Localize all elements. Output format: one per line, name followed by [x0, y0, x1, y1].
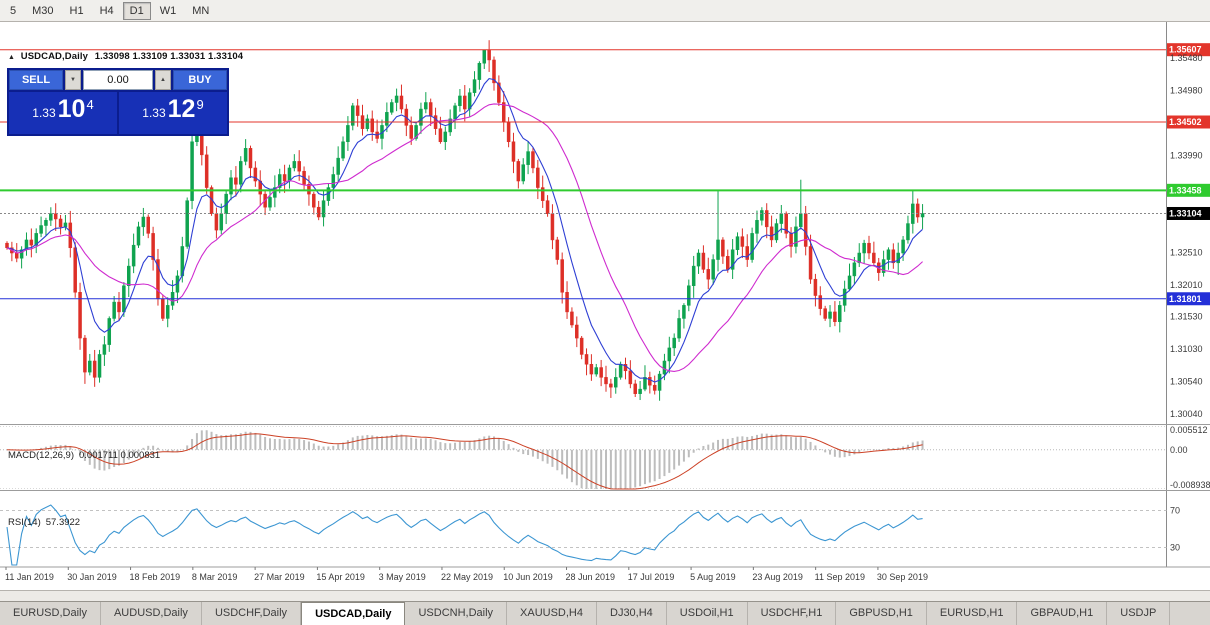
timeframe-button-5[interactable]: 5 — [10, 4, 17, 17]
timeframe-toolbar: 5 M30 H1 H4 D1 W1 MN — [0, 0, 1210, 22]
chart-tab-eurusd-daily[interactable]: EURUSD,Daily — [0, 602, 101, 625]
chart-tabs-bar: EURUSD,Daily AUDUSD,Daily USDCHF,Daily USDC… — [0, 601, 1210, 625]
horizontal-scrollbar[interactable] — [0, 590, 1210, 601]
macd-name: MACD(12,26,9) — [8, 450, 74, 461]
svg-text:1.33104: 1.33104 — [1169, 208, 1202, 218]
timeframe-button-H1[interactable]: H1 — [69, 4, 84, 17]
chart-canvas[interactable]: 1.356071.345021.334581.318011.331041.354… — [0, 22, 1210, 590]
svg-text:1.30040: 1.30040 — [1170, 409, 1203, 419]
rsi-panel: 70 30 — [0, 504, 1180, 566]
svg-text:-0.008938: -0.008938 — [1170, 480, 1210, 490]
macd-values: 0.001711 0.000831 — [79, 450, 161, 461]
svg-text:22 May 2019: 22 May 2019 — [441, 572, 493, 582]
lot-decrement-button[interactable]: ▼ — [65, 70, 81, 90]
buy-price-sup: 9 — [196, 97, 204, 112]
date-axis: 11 Jan 2019 30 Jan 2019 18 Feb 2019 8 Mar 2… — [5, 567, 928, 582]
timeframe-button-M30[interactable]: M30 — [32, 4, 54, 17]
svg-text:1.30540: 1.30540 — [1170, 376, 1203, 386]
svg-text:27 Mar 2019: 27 Mar 2019 — [254, 572, 305, 582]
chart-tab-usdcnh-daily[interactable]: USDCNH,Daily — [405, 602, 508, 625]
svg-text:18 Feb 2019: 18 Feb 2019 — [130, 572, 181, 582]
svg-text:0.005512: 0.005512 — [1170, 425, 1208, 435]
svg-text:1.35607: 1.35607 — [1169, 45, 1202, 55]
chart-tab-usdcad-daily[interactable]: USDCAD,Daily — [301, 602, 406, 625]
chart-tab-audusd-daily[interactable]: AUDUSD,Daily — [100, 602, 202, 625]
svg-text:17 Jul 2019: 17 Jul 2019 — [628, 572, 675, 582]
buy-price-big: 12 — [167, 95, 196, 123]
svg-text:30: 30 — [1170, 543, 1180, 553]
lot-size-input[interactable] — [83, 70, 153, 90]
svg-text:11 Jan 2019: 11 Jan 2019 — [5, 572, 54, 582]
rsi-indicator-label: RSI(14) 57.3922 — [8, 517, 85, 528]
svg-text:30 Sep 2019: 30 Sep 2019 — [877, 572, 928, 582]
svg-text:1.32510: 1.32510 — [1170, 247, 1203, 257]
svg-text:15 Apr 2019: 15 Apr 2019 — [316, 572, 365, 582]
svg-text:23 Aug 2019: 23 Aug 2019 — [752, 572, 803, 582]
chart-tab-gbpaud-h1[interactable]: GBPAUD,H1 — [1017, 602, 1108, 625]
buy-price-small: 1.33 — [142, 106, 166, 120]
price-axis: 1.35480 1.34980 1.33990 1.32510 1.32010 1.315… — [1166, 22, 1203, 567]
svg-text:0.00: 0.00 — [1170, 445, 1188, 455]
svg-text:1.31030: 1.31030 — [1170, 344, 1203, 354]
chart-title: ▲ USDCAD,Daily 1.33098 1.33109 1.33031 1… — [8, 51, 247, 62]
chart-tab-dj30-h4[interactable]: DJ30,H4 — [597, 602, 667, 625]
chart-area[interactable]: 1.35607 1.34502 1.33458 1.31801 1.33104 1.354… — [0, 22, 1210, 590]
svg-text:8 Mar 2019: 8 Mar 2019 — [192, 572, 238, 582]
sell-price-sup: 4 — [86, 97, 94, 112]
chart-tab-usdchf-daily[interactable]: USDCHF,Daily — [201, 602, 302, 625]
macd-panel: 0.005512 0.00 -0.008938 — [0, 425, 1210, 490]
svg-text:1.35480: 1.35480 — [1170, 53, 1203, 63]
lot-increment-button[interactable]: ▲ — [155, 70, 171, 90]
svg-text:11 Sep 2019: 11 Sep 2019 — [815, 572, 865, 582]
sell-price-small: 1.33 — [32, 106, 56, 120]
svg-text:1.33458: 1.33458 — [1169, 185, 1202, 195]
sell-price-big: 10 — [57, 95, 86, 123]
buy-price[interactable]: 1.33 12 9 — [119, 92, 227, 134]
svg-text:10 Jun 2019: 10 Jun 2019 — [503, 572, 553, 582]
candles — [5, 40, 925, 401]
sell-button[interactable]: SELL — [9, 70, 63, 90]
sell-price[interactable]: 1.33 10 4 — [9, 92, 117, 134]
svg-text:1.31801: 1.31801 — [1169, 294, 1202, 304]
chart-tab-usdjp[interactable]: USDJP — [1107, 602, 1171, 625]
timeframe-button-H4[interactable]: H4 — [99, 4, 114, 17]
chart-tab-eurusd-h1[interactable]: EURUSD,H1 — [926, 602, 1018, 625]
macd-indicator-label: MACD(12,26,9) 0.001711 0.000831 — [8, 450, 165, 461]
chart-tab-usdchf-h1[interactable]: USDCHF,H1 — [747, 602, 837, 625]
moving-averages — [6, 77, 923, 383]
chart-tab-gbpusd-h1[interactable]: GBPUSD,H1 — [836, 602, 927, 625]
svg-text:70: 70 — [1170, 506, 1180, 516]
svg-text:1.34980: 1.34980 — [1170, 86, 1203, 96]
svg-text:3 May 2019: 3 May 2019 — [379, 572, 426, 582]
chart-tab-usdoil-h1[interactable]: USDOil,H1 — [666, 602, 748, 625]
one-click-collapse-icon[interactable]: ▲ — [8, 54, 16, 61]
svg-text:1.33990: 1.33990 — [1170, 151, 1203, 161]
svg-text:1.34502: 1.34502 — [1169, 117, 1202, 127]
svg-text:30 Jan 2019: 30 Jan 2019 — [67, 572, 117, 582]
symbol-period-label: USDCAD,Daily — [20, 51, 88, 62]
chart-tab-xauusd-h4[interactable]: XAUUSD,H4 — [507, 602, 597, 625]
rsi-name: RSI(14) — [8, 517, 41, 528]
svg-text:28 Jun 2019: 28 Jun 2019 — [566, 572, 616, 582]
svg-text:1.31530: 1.31530 — [1170, 311, 1203, 321]
timeframe-button-D1[interactable]: D1 — [122, 1, 151, 20]
timeframe-button-W1[interactable]: W1 — [159, 4, 177, 17]
buy-button[interactable]: BUY — [173, 70, 227, 90]
timeframe-button-MN[interactable]: MN — [192, 4, 210, 17]
svg-text:1.32010: 1.32010 — [1170, 280, 1203, 290]
rsi-value: 57.3922 — [45, 517, 81, 528]
ohlc-values: 1.33098 1.33109 1.33031 1.33104 — [94, 51, 244, 62]
svg-text:5 Aug 2019: 5 Aug 2019 — [690, 572, 736, 582]
